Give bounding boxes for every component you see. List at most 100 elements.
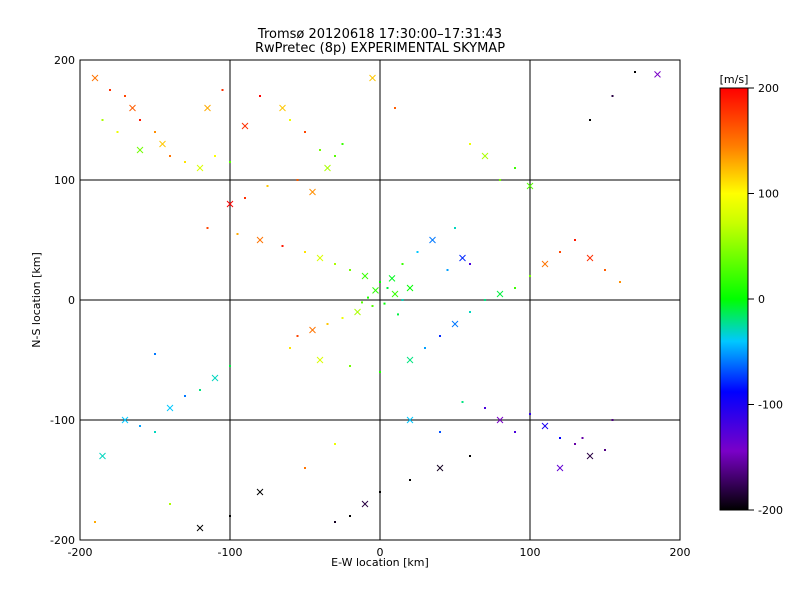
data-point xyxy=(349,365,351,367)
data-point xyxy=(349,515,351,517)
data-point xyxy=(229,365,231,367)
data-point xyxy=(244,197,246,199)
data-point xyxy=(204,104,211,112)
data-point xyxy=(316,356,324,364)
data-point xyxy=(469,143,471,145)
data-point xyxy=(309,188,316,196)
data-point xyxy=(326,323,329,325)
data-point xyxy=(454,227,456,229)
data-point xyxy=(604,449,606,451)
y-tick-label: 0 xyxy=(68,294,75,307)
data-point xyxy=(139,425,141,427)
data-point xyxy=(226,200,234,208)
data-point xyxy=(481,152,489,160)
data-point xyxy=(341,317,344,319)
data-point xyxy=(469,455,471,457)
data-point xyxy=(379,491,381,493)
data-point xyxy=(514,167,516,169)
data-point xyxy=(196,524,204,532)
data-point xyxy=(526,182,534,190)
data-point xyxy=(229,161,231,163)
x-axis-label: E-W location [km] xyxy=(331,556,429,569)
chart-title: Tromsø 20120618 17:30:00–17:31:43 xyxy=(257,27,502,42)
data-point xyxy=(169,155,171,157)
data-point xyxy=(369,74,376,82)
data-point xyxy=(429,236,436,244)
data-point xyxy=(529,275,531,277)
colorbar xyxy=(719,87,749,511)
data-point xyxy=(574,239,576,241)
data-point xyxy=(541,260,549,268)
data-point xyxy=(354,308,361,316)
data-point xyxy=(184,161,186,163)
data-point xyxy=(634,71,636,73)
data-point xyxy=(409,479,411,481)
colorbar-tick-label: 0 xyxy=(758,293,765,306)
data-point xyxy=(619,281,621,283)
data-point xyxy=(334,155,336,157)
data-point xyxy=(196,164,204,172)
x-tick-labels: -200 -100 0 100 200 xyxy=(68,546,691,559)
data-point xyxy=(406,284,414,292)
data-point xyxy=(581,437,584,439)
data-point xyxy=(406,416,414,424)
data-point xyxy=(279,104,286,112)
data-point xyxy=(383,302,386,305)
data-point xyxy=(199,389,201,391)
data-point xyxy=(436,464,444,472)
x-tick-label: -100 xyxy=(218,546,243,559)
data-point xyxy=(451,320,459,328)
data-point xyxy=(559,437,561,439)
data-point xyxy=(256,488,264,496)
data-point xyxy=(341,143,344,145)
data-point xyxy=(101,119,104,121)
data-point xyxy=(459,254,466,262)
data-point xyxy=(136,146,144,154)
data-point xyxy=(469,263,471,265)
data-point xyxy=(484,299,486,301)
data-point xyxy=(266,185,269,187)
data-point xyxy=(221,89,224,91)
data-point xyxy=(367,296,369,299)
data-point xyxy=(256,236,264,244)
data-point xyxy=(334,443,336,445)
data-point xyxy=(309,326,316,334)
colorbar-label: [m/s] xyxy=(720,73,749,86)
data-point xyxy=(514,431,516,433)
data-point xyxy=(446,269,449,271)
data-point xyxy=(391,290,399,298)
data-point xyxy=(236,233,239,235)
data-point xyxy=(439,335,441,337)
data-point xyxy=(361,500,369,508)
data-point xyxy=(94,521,96,523)
data-point xyxy=(229,515,231,517)
data-point xyxy=(91,74,99,82)
data-point xyxy=(184,395,186,397)
x-tick-label: -200 xyxy=(68,546,93,559)
y-axis-label: N-S location [km] xyxy=(30,252,43,348)
data-point xyxy=(109,89,111,91)
data-point xyxy=(166,404,174,412)
data-point xyxy=(334,263,336,265)
data-point xyxy=(604,269,606,271)
colorbar-tick-label: -100 xyxy=(758,399,783,412)
data-point xyxy=(424,347,426,349)
y-tick-label: 200 xyxy=(54,54,75,67)
data-point xyxy=(461,401,464,403)
data-point xyxy=(469,311,471,313)
data-point xyxy=(586,452,594,460)
data-point xyxy=(574,443,576,445)
data-point xyxy=(289,347,291,349)
data-point xyxy=(361,272,369,280)
data-point xyxy=(241,122,249,130)
data-point xyxy=(406,356,414,364)
data-point xyxy=(386,287,389,289)
data-point xyxy=(211,374,219,382)
colorbar-ticks: 200 100 0 -100 -200 xyxy=(748,82,783,517)
data-points xyxy=(91,71,661,532)
data-point xyxy=(124,95,126,97)
data-point xyxy=(259,95,261,97)
data-point xyxy=(214,155,216,157)
data-point xyxy=(379,281,381,283)
y-tick-labels: -200 -100 0 100 200 xyxy=(50,54,75,547)
